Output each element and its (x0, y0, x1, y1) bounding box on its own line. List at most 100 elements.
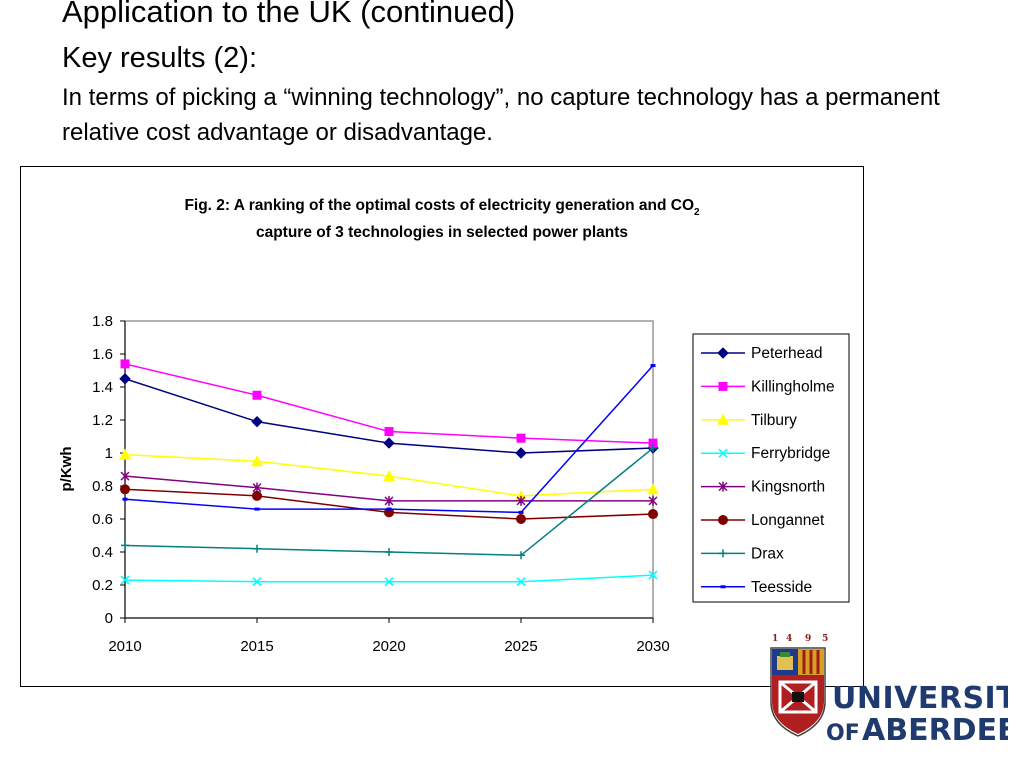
data-point (120, 359, 130, 369)
data-point (254, 507, 260, 511)
data-point (384, 495, 394, 506)
legend-item: Killingholme (701, 378, 835, 395)
data-point (385, 548, 393, 556)
legend-item: Teesside (701, 579, 812, 596)
data-point (717, 347, 729, 359)
y-tick-label: 1.6 (92, 346, 113, 363)
chart-title-line2: capture of 3 technologies in selected po… (256, 224, 628, 241)
data-point (384, 427, 394, 437)
chart-title-line1: Fig. 2: A ranking of the optimal costs o… (184, 197, 700, 218)
logo-text-aberdeen: ABERDEEN (862, 713, 1008, 748)
data-point (516, 514, 526, 524)
y-tick-label: 1.8 (92, 313, 113, 330)
slide-subheading: Key results (2): (62, 42, 257, 74)
data-point (649, 444, 657, 453)
data-point (650, 364, 656, 368)
logo-text-of: OF (826, 721, 860, 746)
data-point (648, 495, 658, 506)
slide-heading: Application to the UK (continued) (62, 0, 516, 29)
data-point (383, 437, 395, 449)
y-tick-label: 0.4 (92, 544, 113, 561)
data-point (251, 455, 263, 467)
legend-label: Longannet (751, 512, 825, 529)
legend-label: Teesside (751, 579, 812, 596)
line-chart: Fig. 2: A ranking of the optimal costs o… (58, 197, 850, 655)
data-point (122, 497, 128, 501)
legend-label: Drax (751, 545, 784, 562)
series-killingholme (120, 359, 658, 448)
data-point (516, 433, 526, 443)
data-point (719, 549, 727, 558)
y-axis-label: p/Kwh (58, 447, 75, 492)
y-tick-label: 0.8 (92, 478, 113, 495)
legend-item: Drax (701, 545, 784, 562)
chart-frame: Fig. 2: A ranking of the optimal costs o… (20, 166, 864, 687)
y-tick-label: 1.4 (92, 379, 113, 396)
logo-year-digit: 9 (805, 634, 811, 644)
logo-text-university: UNIVERSITY (832, 681, 1008, 716)
data-point (648, 509, 658, 520)
chart-title-subscript: 2 (694, 207, 700, 218)
logo-year-digit: 5 (822, 634, 828, 644)
data-point (647, 483, 659, 495)
legend-label: Kingsnorth (751, 479, 825, 496)
data-point (252, 490, 262, 501)
y-tick-label: 0.6 (92, 511, 113, 528)
data-point (718, 448, 728, 458)
series-drax (121, 444, 657, 560)
logo-year-digit: 1 (772, 634, 778, 644)
data-point (648, 570, 658, 580)
series-tilbury (119, 448, 659, 501)
y-tick-label: 1 (105, 445, 113, 462)
data-point (386, 507, 392, 511)
data-point (518, 510, 524, 514)
y-tick-label: 0 (105, 610, 113, 627)
data-point (517, 551, 525, 560)
legend-item: Longannet (701, 512, 825, 529)
university-logo: 1 4 9 5 UNIVERSITY OF ABERDEEN (768, 632, 1024, 757)
data-point (120, 471, 130, 482)
data-point (251, 415, 263, 428)
series-peterhead (119, 373, 659, 459)
x-tick-label: 2020 (372, 638, 405, 655)
data-point (720, 585, 726, 589)
data-point (515, 447, 527, 459)
data-point (121, 541, 129, 550)
data-point (119, 373, 131, 385)
data-point (120, 484, 130, 495)
x-tick-label: 2010 (108, 638, 141, 655)
x-tick-label: 2025 (504, 638, 537, 655)
data-point (717, 413, 729, 425)
chart-legend (692, 333, 850, 603)
aberdeen-crest: 1 4 9 5 UNIVERSITY OF ABERDEEN (770, 634, 1024, 748)
data-point (648, 438, 658, 448)
plot-area (124, 320, 654, 619)
data-point (383, 470, 395, 482)
y-tick-label: 1.2 (92, 412, 113, 429)
data-point (718, 481, 728, 492)
legend-item: Tilbury (701, 412, 797, 429)
chart-title-text: Fig. 2: A ranking of the optimal costs o… (184, 197, 694, 214)
x-tick-label: 2015 (240, 638, 273, 655)
crest-shield-icon (770, 647, 826, 737)
data-point (252, 577, 262, 587)
y-tick-label: 0.2 (92, 577, 113, 594)
legend-label: Ferrybridge (751, 445, 830, 462)
data-point (120, 575, 130, 585)
data-point (516, 577, 526, 587)
series-teesside (122, 364, 656, 514)
series-ferrybridge (120, 570, 658, 587)
data-point (253, 544, 261, 553)
data-point (718, 515, 728, 525)
data-point (119, 448, 131, 460)
legend-item: Peterhead (701, 345, 823, 362)
data-point (516, 495, 526, 506)
logo-year-digit: 4 (786, 634, 792, 644)
legend-item: Ferrybridge (701, 445, 830, 462)
legend-label: Peterhead (751, 345, 823, 362)
data-point (384, 577, 394, 587)
legend-label: Killingholme (751, 378, 835, 395)
data-point (718, 381, 728, 391)
series-kingsnorth (120, 471, 658, 506)
data-point (252, 390, 262, 400)
